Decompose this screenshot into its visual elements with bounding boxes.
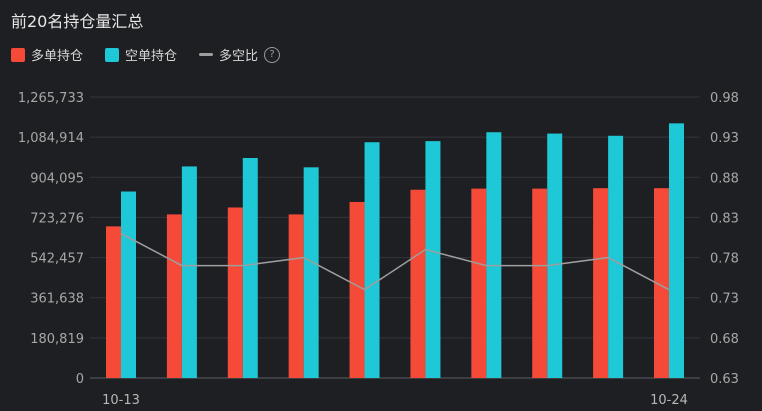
- y-left-tick-label: 723,276: [30, 211, 84, 226]
- question-circle-icon[interactable]: ?: [264, 46, 281, 63]
- bar-short: [364, 142, 380, 378]
- bar-long: [410, 189, 426, 378]
- bar-short: [547, 133, 563, 378]
- bar-short: [425, 141, 441, 378]
- bar-long: [166, 214, 182, 378]
- bar-short: [303, 167, 319, 378]
- y-right-tick-label: 0.78: [710, 252, 739, 267]
- bar-short: [608, 135, 624, 378]
- legend-item-ratio[interactable]: 多空比 ?: [199, 45, 281, 64]
- bar-short: [181, 166, 197, 378]
- y-right-tick-label: 0.88: [710, 171, 739, 186]
- legend-label-short: 空单持仓: [125, 49, 178, 64]
- chart-title: 前20名持仓量汇总: [11, 12, 144, 31]
- legend-swatch-ratio: [199, 53, 214, 56]
- y-right-tick-label: 0.83: [710, 211, 739, 226]
- y-right-tick-label: 0.93: [710, 131, 739, 146]
- y-right-tick-label: 0.73: [710, 292, 739, 307]
- bar-long: [654, 188, 669, 378]
- bar-long: [593, 188, 609, 378]
- bar-short: [242, 157, 258, 378]
- y-left-tick-label: 1,265,733: [18, 91, 84, 106]
- x-tick-label: 10-24: [650, 393, 688, 408]
- y-right-tick-label: 0.98: [710, 91, 739, 106]
- y-left-tick-label: 0: [76, 372, 84, 387]
- bar-short: [486, 132, 502, 378]
- y-left-tick-label: 180,819: [30, 332, 84, 347]
- bar-short: [669, 123, 684, 378]
- legend-label-long: 多单持仓: [31, 49, 84, 64]
- bar-long: [288, 214, 304, 378]
- y-left-tick-label: 904,095: [30, 171, 84, 186]
- legend-item-short[interactable]: 空单持仓: [105, 45, 177, 64]
- bar-long: [106, 226, 121, 378]
- ratio-line: [120, 232, 670, 291]
- y-left-tick-label: 361,638: [30, 292, 84, 307]
- y-left-tick-label: 542,457: [30, 252, 84, 267]
- bar-long: [349, 201, 365, 378]
- bar-long: [532, 188, 548, 378]
- legend-label-ratio: 多空比: [219, 49, 259, 64]
- legend-swatch-short: [105, 47, 120, 62]
- legend: 多单持仓 空单持仓 多空比 ?: [11, 45, 302, 64]
- legend-swatch-long: [11, 47, 25, 62]
- bar-long: [227, 207, 243, 378]
- bar-short: [121, 191, 136, 378]
- y-right-tick-label: 0.68: [710, 332, 739, 347]
- x-tick-label: 10-13: [102, 393, 140, 408]
- y-right-tick-label: 0.63: [710, 372, 739, 387]
- bar-long: [471, 188, 487, 378]
- legend-item-long[interactable]: 多单持仓: [11, 45, 83, 64]
- y-left-tick-label: 1,084,914: [18, 131, 84, 146]
